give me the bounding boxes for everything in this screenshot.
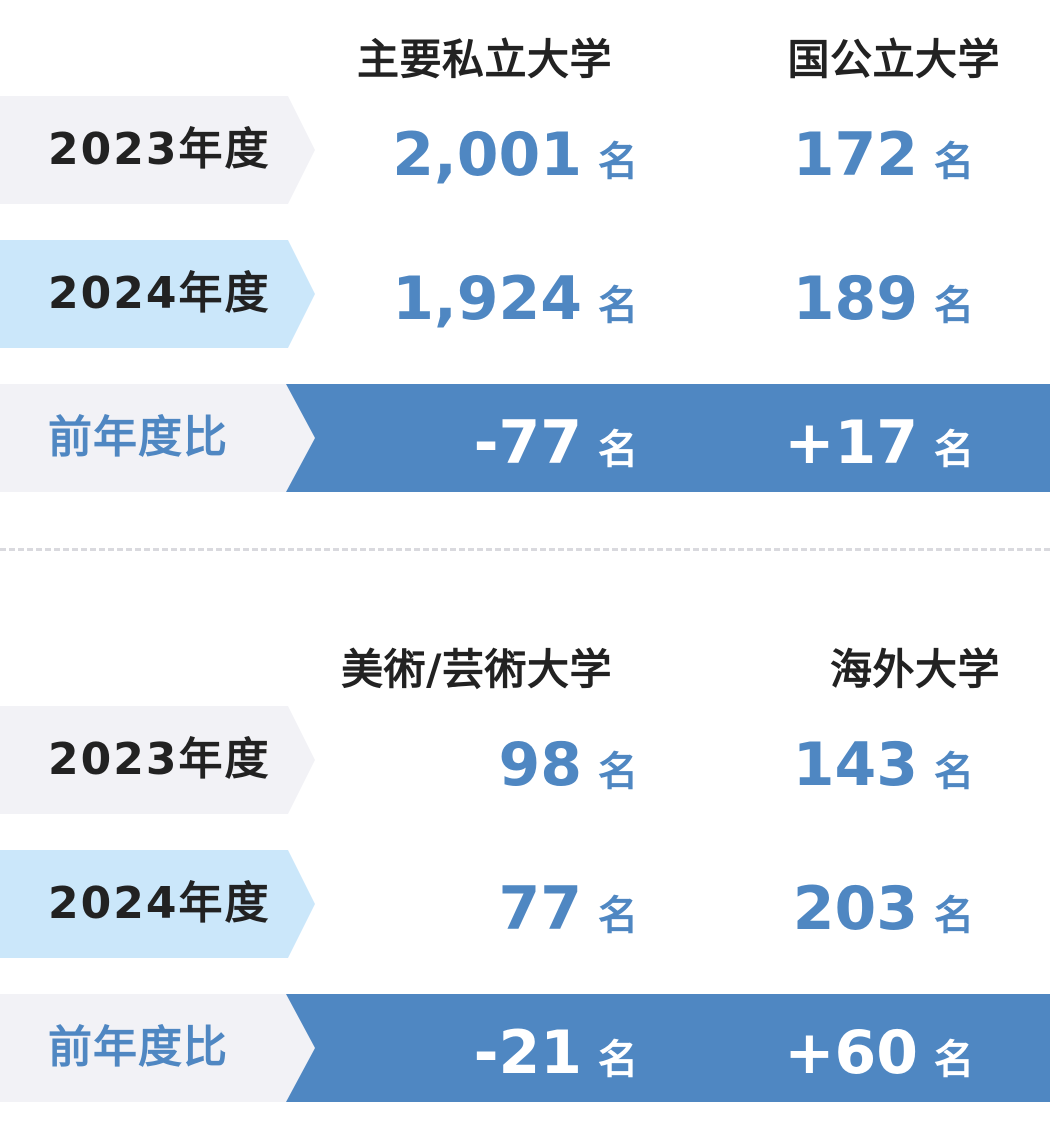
count-value: 172: [792, 120, 918, 190]
column-header-overseas-universities: 海外大学: [829, 645, 1000, 694]
comparison-row: 前年度比 -21 名 +60 名: [0, 994, 1050, 1102]
row-label-bg: [0, 994, 315, 1102]
unit-label: 名: [934, 427, 974, 473]
column-header-public-universities: 国公立大学: [787, 35, 1000, 84]
unit-label: 名: [598, 283, 638, 329]
value-cell: 2,001 名: [392, 96, 638, 214]
value-cell: 98 名: [499, 706, 639, 824]
value-cell: 172 名: [793, 96, 974, 214]
comparison-section-1: 主要私立大学 国公立大学 2023年度 2,001 名 172 名 2024年度 1…: [0, 0, 1050, 500]
unit-label: 名: [598, 427, 638, 473]
value-cell: 77 名: [499, 850, 639, 968]
unit-label: 名: [934, 139, 974, 185]
row-label: 2023年度: [48, 734, 271, 785]
count-value: 77: [498, 874, 583, 944]
row-label: 2024年度: [48, 878, 271, 929]
row-label-bg: [0, 96, 315, 204]
unit-label: 名: [934, 283, 974, 329]
difference-value: +60: [784, 1018, 918, 1088]
unit-label: 名: [934, 893, 974, 939]
count-value: 98: [498, 730, 583, 800]
value-cell: 143 名: [793, 706, 974, 824]
value-cell: +17 名: [784, 384, 974, 502]
row-label-bg: [0, 384, 315, 492]
difference-value: -21: [473, 1018, 582, 1088]
unit-label: 名: [598, 1037, 638, 1083]
difference-value: -77: [473, 408, 582, 478]
column-header-art-universities: 美術/芸術大学: [341, 645, 612, 694]
unit-label: 名: [934, 749, 974, 795]
table-row: 2024年度 77 名 203 名: [0, 850, 1050, 958]
value-cell: +60 名: [784, 994, 974, 1112]
value-cell: 1,924 名: [392, 240, 638, 358]
comparison-row: 前年度比 -77 名 +17 名: [0, 384, 1050, 492]
unit-label: 名: [598, 139, 638, 185]
value-cell: 203 名: [793, 850, 974, 968]
table-row: 2024年度 1,924 名 189 名: [0, 240, 1050, 348]
row-label: 前年度比: [48, 1022, 228, 1073]
count-value: 189: [792, 264, 918, 334]
count-value: 1,924: [392, 264, 582, 334]
difference-value: +17: [784, 408, 918, 478]
unit-label: 名: [598, 893, 638, 939]
table-row: 2023年度 2,001 名 172 名: [0, 96, 1050, 204]
comparison-band: [286, 384, 1050, 492]
table-row: 2023年度 98 名 143 名: [0, 706, 1050, 814]
section-divider: [0, 548, 1050, 551]
count-value: 2,001: [392, 120, 582, 190]
row-label: 2023年度: [48, 124, 271, 175]
unit-label: 名: [598, 749, 638, 795]
value-cell: 189 名: [793, 240, 974, 358]
comparison-band: [286, 994, 1050, 1102]
row-label-bg: [0, 240, 315, 348]
row-label: 前年度比: [48, 412, 228, 463]
unit-label: 名: [934, 1037, 974, 1083]
row-label-bg: [0, 706, 315, 814]
comparison-section-2: 美術/芸術大学 海外大学 2023年度 98 名 143 名 2024年度 77 名 …: [0, 610, 1050, 1102]
value-cell: -77 名: [474, 384, 638, 502]
value-cell: -21 名: [474, 994, 638, 1112]
count-value: 143: [792, 730, 918, 800]
column-header-private-universities: 主要私立大学: [356, 35, 612, 84]
row-label-bg: [0, 850, 315, 958]
row-label: 2024年度: [48, 268, 271, 319]
count-value: 203: [792, 874, 918, 944]
